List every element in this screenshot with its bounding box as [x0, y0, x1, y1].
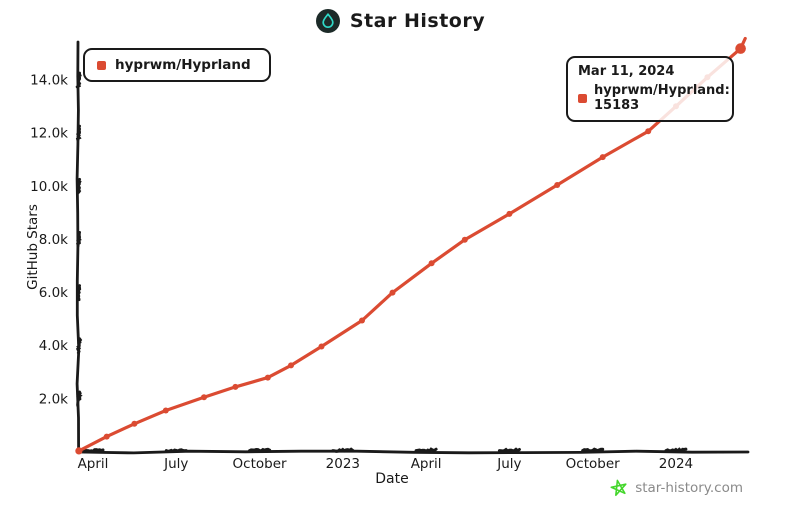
- chart-header: Star History: [0, 5, 800, 37]
- watermark-link[interactable]: star-history.com: [610, 479, 743, 497]
- star-history-logo-icon: [315, 8, 341, 34]
- svg-text:October: October: [566, 456, 620, 472]
- tooltip-box: Mar 11, 2024 hyprwm/Hyprland: 15183: [566, 56, 734, 122]
- svg-text:July: July: [496, 456, 521, 472]
- page-title: Star History: [349, 10, 486, 32]
- svg-text:October: October: [233, 456, 287, 472]
- legend-series-swatch: [97, 60, 106, 70]
- tooltip-series-row: hyprwm/Hyprland: 15183: [578, 83, 730, 113]
- tooltip-series-value: hyprwm/Hyprland: 15183: [594, 83, 730, 113]
- svg-text:4.0k: 4.0k: [39, 338, 68, 354]
- legend-series-label: hyprwm/Hyprland: [115, 57, 251, 73]
- tooltip-series-swatch: [578, 93, 587, 103]
- svg-text:April: April: [78, 456, 109, 472]
- legend-box: hyprwm/Hyprland: [83, 48, 271, 82]
- svg-text:April: April: [411, 456, 442, 472]
- svg-text:12.0k: 12.0k: [30, 126, 68, 142]
- svg-text:14.0k: 14.0k: [30, 73, 68, 89]
- svg-text:2.0k: 2.0k: [39, 391, 68, 407]
- svg-text:2024: 2024: [659, 456, 693, 472]
- green-star-icon: [610, 479, 628, 497]
- y-axis-title: GitHub Stars: [25, 204, 41, 290]
- svg-text:July: July: [163, 456, 188, 472]
- svg-text:6.0k: 6.0k: [39, 285, 68, 301]
- svg-text:2023: 2023: [326, 456, 360, 472]
- svg-text:10.0k: 10.0k: [30, 179, 68, 195]
- x-axis-title: Date: [375, 471, 409, 487]
- tooltip-date: Mar 11, 2024: [578, 64, 675, 79]
- watermark-text: star-history.com: [635, 480, 743, 496]
- svg-text:8.0k: 8.0k: [39, 232, 68, 248]
